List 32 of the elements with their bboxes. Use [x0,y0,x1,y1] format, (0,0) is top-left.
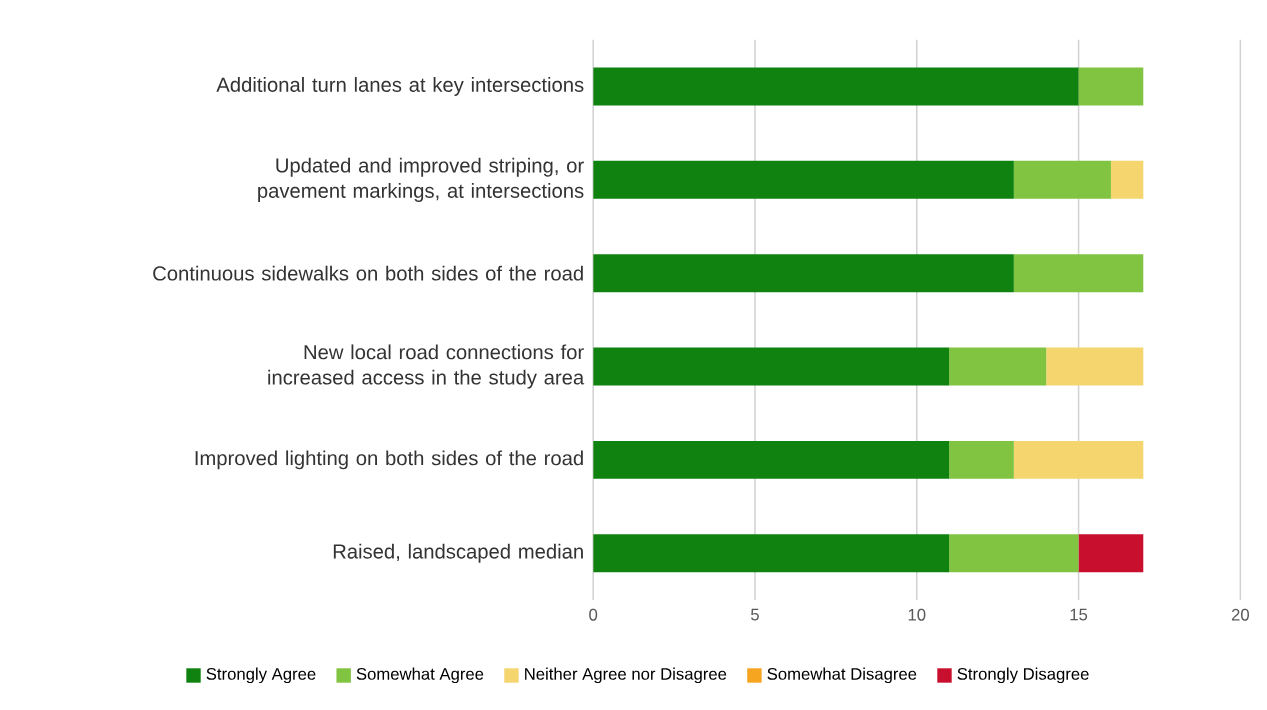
bar [1078,534,1144,573]
legend-label: Somewhat Disagree [767,667,917,684]
y-tick-label: Updated and improved striping, or pavement markings, at intersections [258,157,584,202]
bar [949,440,1014,479]
legend-label: Strongly Agree [206,667,316,684]
y-tick-label: Raised, landscaped median [333,543,583,563]
x-tick-label: 10 [908,608,926,621]
x-tick-label: 0 [589,608,598,621]
bar [593,67,1079,106]
bar [593,254,1014,293]
bar [593,160,1014,199]
bar [1046,347,1144,386]
bar [1078,67,1144,106]
bar [593,440,950,479]
legend-label: Neither Agree nor Disagree [525,667,727,684]
bar [1110,160,1144,199]
bar [949,347,1047,386]
y-tick-label: Additional turn lanes at key intersections [216,77,584,96]
bar [1013,440,1144,479]
y-tick-label: Improved lighting on both sides of the road [195,450,583,470]
legend-label: Strongly Disagree [957,667,1089,684]
bar [1013,160,1111,199]
x-tick-label: 5 [751,608,759,621]
bar [593,347,950,386]
bar [1013,254,1144,293]
x-tick-label: 15 [1070,608,1088,621]
y-tick-label: Continuous sidewalks on both sides of the road [153,265,583,281]
bar [949,534,1079,573]
legend-label: Somewhat Agree [356,667,484,684]
y-tick-label: New local road connections for increased access in the study area [268,344,585,389]
x-tick-label: 20 [1231,608,1250,621]
bar [593,534,950,573]
